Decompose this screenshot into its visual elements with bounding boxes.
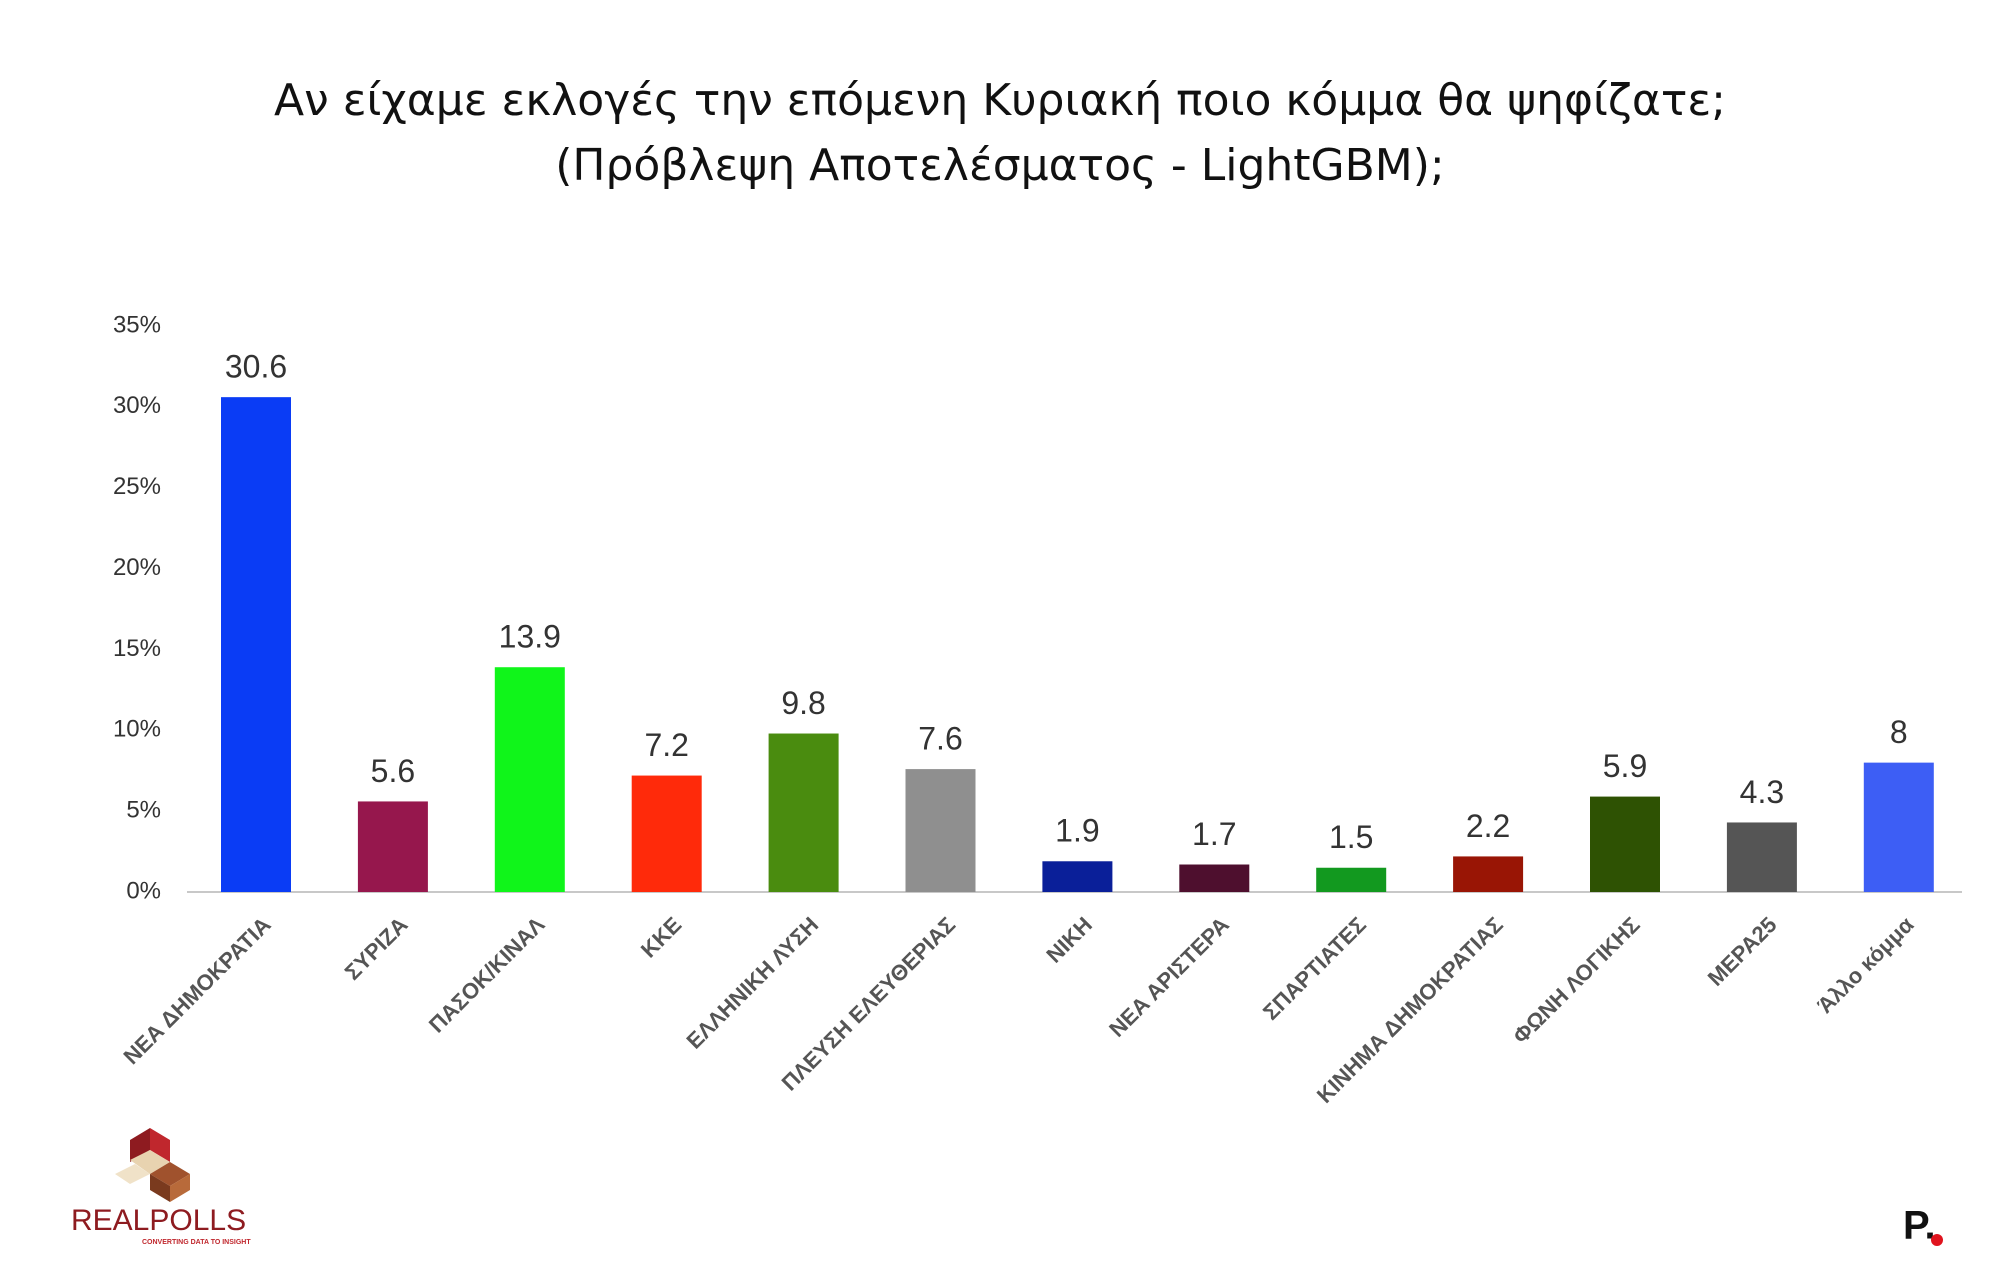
value-label: 13.9 <box>499 619 561 655</box>
logo-name: REALPOLLS <box>71 1204 246 1237</box>
logo-cube <box>150 1174 170 1202</box>
bar <box>1863 762 1934 892</box>
x-tick-label: ΣΥΡΙΖΑ <box>340 912 413 985</box>
x-tick-label: ΚΚΕ <box>636 912 687 963</box>
bar <box>494 667 565 892</box>
value-label: 2.2 <box>1466 808 1510 844</box>
value-label: 5.6 <box>371 753 415 789</box>
value-label: 30.6 <box>225 349 287 385</box>
value-label: 1.7 <box>1192 816 1236 852</box>
y-tick-label: 10% <box>113 716 161 743</box>
bar <box>221 397 291 892</box>
value-label: 4.3 <box>1740 774 1784 810</box>
x-tick-label: Άλλο κόμμα <box>1812 912 1918 1018</box>
publisher-mark: P. <box>1903 1204 1936 1248</box>
bar <box>1453 856 1524 892</box>
bar <box>631 775 702 892</box>
chart-title: Αν είχαμε εκλογές την επόμενη Κυριακή πο… <box>274 75 1726 126</box>
bar <box>768 733 839 892</box>
logo-cube <box>115 1164 150 1184</box>
y-tick-label: 20% <box>113 554 161 581</box>
realpolls-logo: REALPOLLS CONVERTING DATA TO INSIGHT <box>71 1128 251 1246</box>
x-tick-label: ΕΛΛΗΝΙΚΗ ΛΥΣΗ <box>682 912 824 1054</box>
y-tick-label: 5% <box>126 796 161 823</box>
x-tick-label: ΜΕΡΑ25 <box>1703 912 1782 991</box>
logo-cube <box>170 1174 190 1202</box>
x-tick-label: ΝΕΑ ΑΡΙΣΤΕΡΑ <box>1104 912 1234 1042</box>
x-tick-label: ΝΕΑ ΔΗΜΟΚΡΑΤΙΑ <box>118 912 275 1069</box>
bar <box>1179 864 1250 892</box>
value-label: 8 <box>1890 714 1908 750</box>
logo-tagline: CONVERTING DATA TO INSIGHT <box>142 1239 251 1246</box>
logo-cube <box>150 1128 170 1162</box>
bar <box>1042 861 1113 892</box>
logo-cube <box>130 1128 150 1162</box>
bar <box>1726 822 1797 892</box>
bar <box>905 769 976 892</box>
bar <box>357 801 428 892</box>
value-label: 9.8 <box>781 685 825 721</box>
bar <box>1590 796 1660 892</box>
value-label: 5.9 <box>1603 748 1647 784</box>
x-tick-label: ΣΠΑΡΤΙΑΤΕΣ <box>1258 912 1371 1025</box>
x-tick-label: ΝΙΚΗ <box>1041 912 1097 968</box>
x-tick-label: ΦΩΝΗ ΛΟΓΙΚΗΣ <box>1508 912 1645 1049</box>
y-tick-label: 15% <box>113 635 161 662</box>
y-tick-label: 0% <box>126 877 161 904</box>
x-tick-label: ΠΑΣΟΚ/ΚΙΝΑΛ <box>424 912 550 1038</box>
chart-subtitle: (Πρόβλεψη Αποτελέσματος - LightGBM); <box>555 140 1445 191</box>
value-label: 7.6 <box>918 721 962 757</box>
value-label: 7.2 <box>644 727 688 763</box>
y-tick-label: 30% <box>113 392 161 419</box>
publisher-dot <box>1931 1234 1943 1246</box>
value-label: 1.5 <box>1329 819 1373 855</box>
bar <box>1316 867 1387 892</box>
y-tick-label: 25% <box>113 473 161 500</box>
value-label: 1.9 <box>1055 813 1099 849</box>
y-tick-label: 35% <box>113 311 161 338</box>
